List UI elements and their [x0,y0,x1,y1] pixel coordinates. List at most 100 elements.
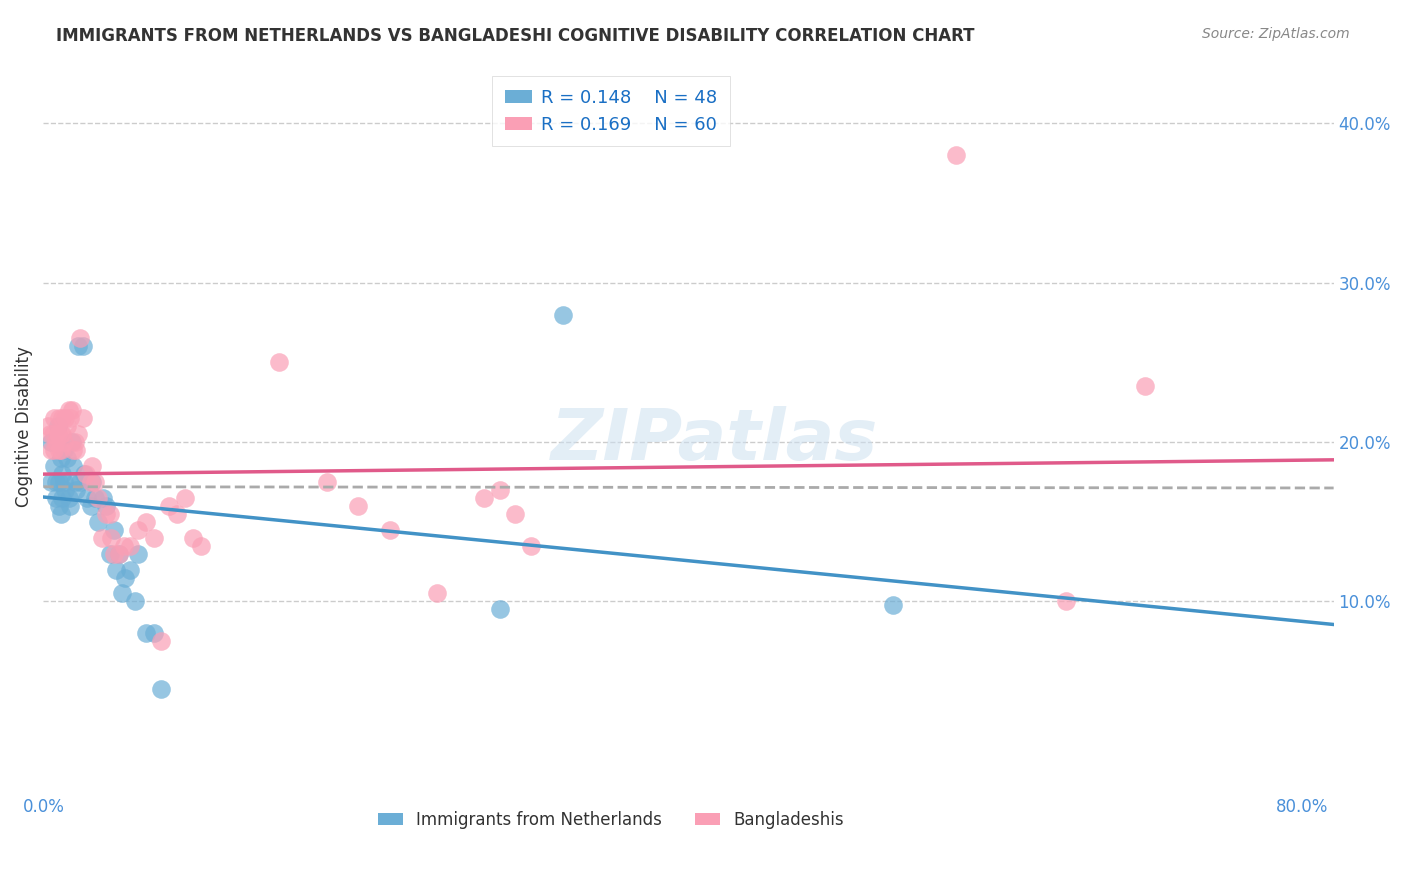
Point [51,427,73,442]
Point [44,458,66,473]
Point [103,523,125,537]
Point [142,531,165,545]
Point [58,403,80,417]
Point [84,491,107,505]
Point [49,427,72,442]
Point [472,491,495,505]
Point [39,443,62,458]
Text: ZIPatlas: ZIPatlas [551,406,877,475]
Point [118,563,141,577]
Point [48,475,70,489]
Point [945,148,967,162]
Point [51,411,73,425]
Point [62,458,84,473]
Point [55,483,77,497]
Point [56,450,79,465]
Y-axis label: Cognitive Disability: Cognitive Disability [15,346,32,507]
Point [51,467,73,481]
Point [347,499,370,513]
Point [44,443,66,458]
Point [52,435,75,450]
Point [79,475,101,489]
Point [87,491,110,505]
Point [1133,379,1156,393]
Point [551,308,574,322]
Point [157,499,180,513]
Point [150,634,173,648]
Point [488,483,510,497]
Point [49,450,72,465]
Point [46,419,69,434]
Point [58,491,80,505]
Point [124,594,146,608]
Point [63,435,86,450]
Point [118,539,141,553]
Point [378,523,401,537]
Point [112,539,135,553]
Point [42,427,65,442]
Point [60,403,83,417]
Point [46,427,69,442]
Point [45,491,67,505]
Point [76,491,98,505]
Point [60,435,83,450]
Point [37,419,59,434]
Point [56,419,79,434]
Point [49,443,72,458]
Point [135,626,157,640]
Text: Source: ZipAtlas.com: Source: ZipAtlas.com [1202,27,1350,41]
Point [44,411,66,425]
Point [111,586,134,600]
Point [127,523,149,537]
Point [108,547,131,561]
Point [39,475,62,489]
Point [96,499,118,513]
Point [87,515,110,529]
Point [63,475,86,489]
Point [48,499,70,513]
Point [38,427,60,442]
Point [91,491,114,505]
Point [65,443,87,458]
Point [39,435,62,450]
Point [150,682,173,697]
Point [1054,594,1077,608]
Point [59,499,82,513]
Point [127,547,149,561]
Point [96,507,118,521]
Point [52,443,75,458]
Point [882,598,904,612]
Point [426,586,449,600]
Point [69,475,91,489]
Point [59,411,82,425]
Point [66,427,89,442]
Point [190,539,212,553]
Point [488,602,510,616]
Point [62,443,84,458]
Point [49,507,72,521]
Point [98,547,121,561]
Point [166,507,188,521]
Point [82,475,104,489]
Point [45,435,67,450]
Point [269,355,291,369]
Point [114,570,136,584]
Point [84,475,107,489]
Point [142,626,165,640]
Point [66,339,89,353]
Point [90,531,112,545]
Point [520,539,543,553]
Point [72,411,94,425]
Point [48,411,70,425]
Point [79,499,101,513]
Point [55,411,77,425]
Text: IMMIGRANTS FROM NETHERLANDS VS BANGLADESHI COGNITIVE DISABILITY CORRELATION CHAR: IMMIGRANTS FROM NETHERLANDS VS BANGLADES… [56,27,974,45]
Point [108,547,131,561]
Legend: Immigrants from Netherlands, Bangladeshis: Immigrants from Netherlands, Bangladeshi… [371,805,851,836]
Point [135,515,157,529]
Point [181,531,204,545]
Point [100,531,122,545]
Point [52,475,75,489]
Point [315,475,337,489]
Point [82,458,104,473]
